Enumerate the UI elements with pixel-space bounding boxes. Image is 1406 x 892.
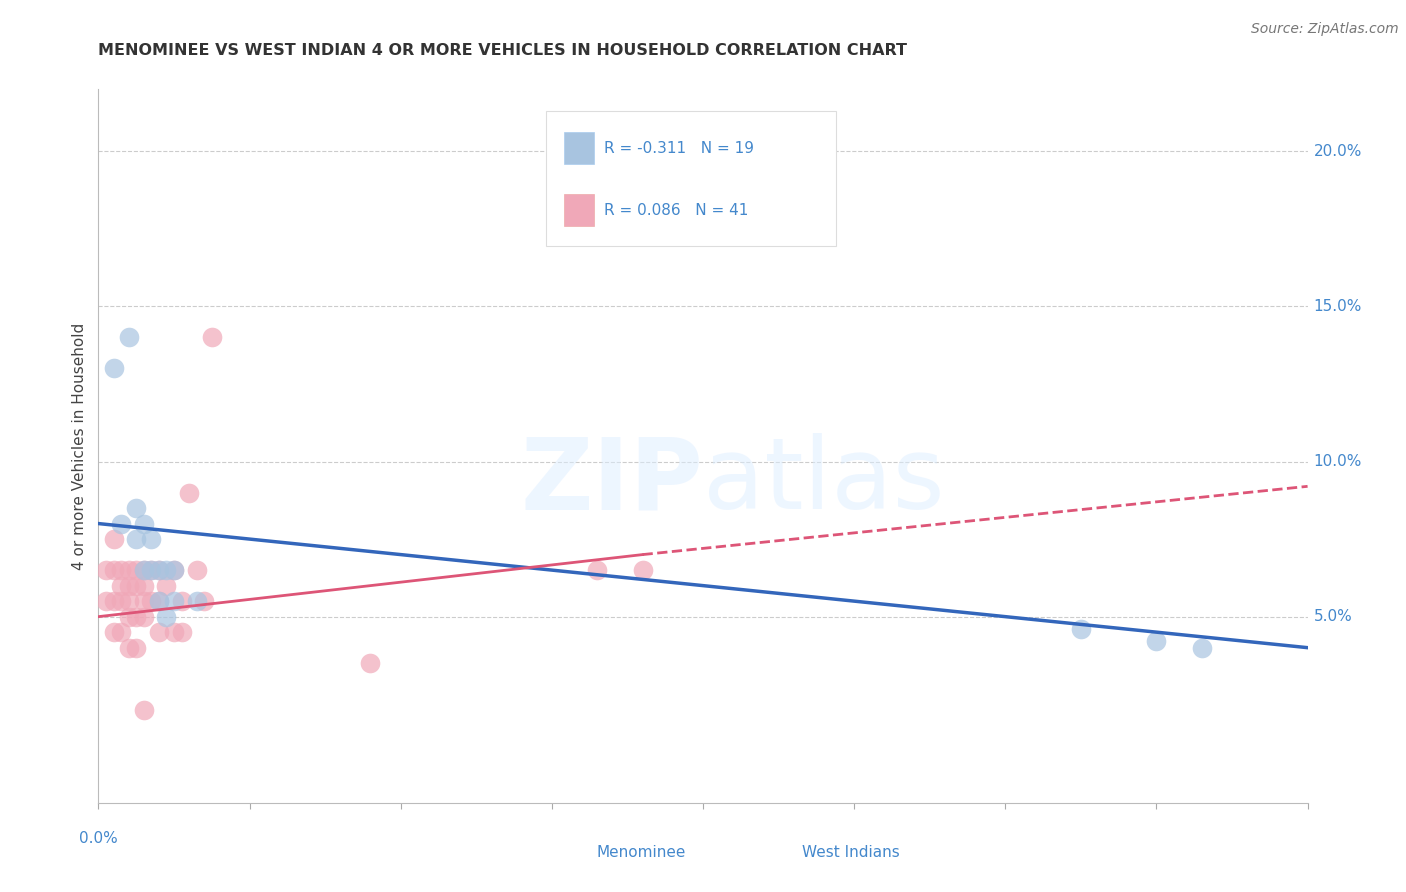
FancyBboxPatch shape [564,194,595,227]
Point [186,594,208,608]
Y-axis label: 4 or more Vehicles in Household: 4 or more Vehicles in Household [72,322,87,570]
Point [125,640,148,655]
FancyBboxPatch shape [558,838,588,871]
Point [177,485,201,500]
Text: ZIP: ZIP [520,434,703,530]
Text: 10.0%: 10.0% [1313,454,1362,469]
Point [132,516,155,531]
Point [148,625,170,640]
Text: atlas: atlas [703,434,945,530]
Point [132,609,155,624]
Point [103,361,125,376]
Point [110,579,132,593]
Point [125,609,148,624]
Point [163,594,186,608]
Point [141,563,163,577]
Point [201,330,224,344]
Point [186,563,208,577]
Text: R = -0.311   N = 19: R = -0.311 N = 19 [603,141,754,156]
Point [163,563,186,577]
Point [132,579,155,593]
Point [155,579,177,593]
Text: Source: ZipAtlas.com: Source: ZipAtlas.com [1251,22,1399,37]
Point [125,501,148,516]
Point [103,625,125,640]
Point [103,594,125,608]
Point [163,563,186,577]
Point [118,609,141,624]
Point [125,579,148,593]
Text: 0.0%: 0.0% [79,831,118,847]
Text: 5.0%: 5.0% [1313,609,1353,624]
Point [110,516,132,531]
Point [132,563,155,577]
Point [170,625,193,640]
Point [155,609,177,624]
Point [110,625,132,640]
Point [148,594,170,608]
FancyBboxPatch shape [546,111,837,246]
Point [141,563,163,577]
Point [1191,640,1213,655]
Point [118,640,141,655]
Point [148,563,170,577]
Point [103,532,125,546]
Text: R = 0.086   N = 41: R = 0.086 N = 41 [603,203,748,218]
Point [103,563,125,577]
Point [110,563,132,577]
Point [118,579,141,593]
Point [132,563,155,577]
Point [94,563,117,577]
Point [132,703,155,717]
Point [125,532,148,546]
Text: Menominee: Menominee [596,846,686,860]
FancyBboxPatch shape [564,132,595,164]
Point [148,563,170,577]
Point [94,594,117,608]
Point [132,594,155,608]
Point [155,563,177,577]
Point [118,330,141,344]
Point [1070,622,1092,636]
Text: MENOMINEE VS WEST INDIAN 4 OR MORE VEHICLES IN HOUSEHOLD CORRELATION CHART: MENOMINEE VS WEST INDIAN 4 OR MORE VEHIC… [98,43,907,58]
Text: West Indians: West Indians [803,846,900,860]
Text: 20.0%: 20.0% [1313,144,1362,159]
FancyBboxPatch shape [763,838,794,871]
Point [148,594,170,608]
Point [1144,634,1167,648]
Point [110,594,132,608]
Point [125,563,148,577]
Point [631,563,654,577]
Point [360,656,382,670]
Point [193,594,215,608]
Point [118,594,141,608]
Point [586,563,609,577]
Point [141,532,163,546]
Point [141,594,163,608]
Text: 15.0%: 15.0% [1313,299,1362,314]
Point [163,625,186,640]
Point [170,594,193,608]
Point [118,563,141,577]
